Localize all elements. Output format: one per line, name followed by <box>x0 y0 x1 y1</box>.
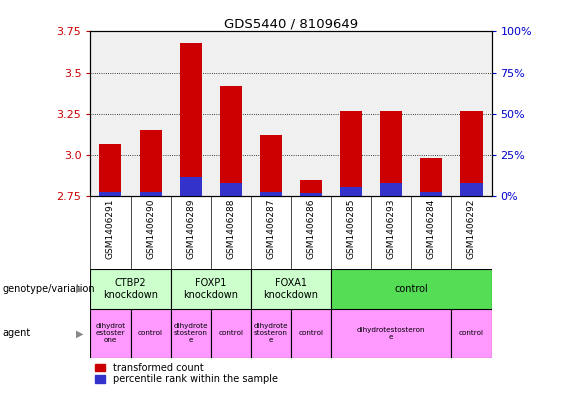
Text: ▶: ▶ <box>76 329 84 338</box>
Text: control: control <box>394 284 428 294</box>
Bar <box>251 309 291 358</box>
Text: agent: agent <box>3 329 31 338</box>
Bar <box>211 309 251 358</box>
Bar <box>451 309 492 358</box>
Bar <box>99 143 121 196</box>
Bar <box>171 269 251 309</box>
Text: GSM1406290: GSM1406290 <box>146 198 155 259</box>
Text: dihydrotestosteron
e: dihydrotestosteron e <box>357 327 425 340</box>
Bar <box>340 111 362 196</box>
Text: GSM1406284: GSM1406284 <box>427 198 436 259</box>
Text: GSM1406289: GSM1406289 <box>186 198 195 259</box>
Bar <box>331 269 492 309</box>
Bar <box>90 309 131 358</box>
Bar <box>140 130 162 196</box>
Text: control: control <box>218 331 244 336</box>
Bar <box>460 111 483 196</box>
Text: FOXP1
knockdown: FOXP1 knockdown <box>183 278 238 299</box>
Bar <box>140 192 162 196</box>
Bar <box>180 43 202 196</box>
Bar <box>251 269 331 309</box>
Bar <box>420 158 442 196</box>
Text: GSM1406288: GSM1406288 <box>227 198 235 259</box>
Text: FOXA1
knockdown: FOXA1 knockdown <box>263 278 319 299</box>
Bar <box>380 183 402 196</box>
Bar <box>300 180 322 196</box>
Bar <box>99 192 121 196</box>
Bar <box>380 111 402 196</box>
Text: genotype/variation: genotype/variation <box>3 284 95 294</box>
Text: GSM1406292: GSM1406292 <box>467 198 476 259</box>
Bar <box>340 187 362 196</box>
Text: ▶: ▶ <box>76 284 84 294</box>
Bar <box>300 193 322 196</box>
Bar <box>460 183 483 196</box>
Text: control: control <box>459 331 484 336</box>
Bar <box>420 192 442 196</box>
Bar <box>260 135 282 196</box>
Bar <box>331 309 451 358</box>
Title: GDS5440 / 8109649: GDS5440 / 8109649 <box>224 17 358 30</box>
Bar <box>131 309 171 358</box>
Text: dihydrote
stosteron
e: dihydrote stosteron e <box>254 323 288 343</box>
Legend: transformed count, percentile rank within the sample: transformed count, percentile rank withi… <box>95 363 278 384</box>
Text: GSM1406291: GSM1406291 <box>106 198 115 259</box>
Text: GSM1406285: GSM1406285 <box>347 198 355 259</box>
Text: CTBP2
knockdown: CTBP2 knockdown <box>103 278 158 299</box>
Bar <box>90 269 171 309</box>
Text: control: control <box>298 331 324 336</box>
Bar <box>180 176 202 196</box>
Bar <box>291 309 331 358</box>
Text: GSM1406286: GSM1406286 <box>307 198 315 259</box>
Bar <box>171 309 211 358</box>
Text: dihydrote
stosteron
e: dihydrote stosteron e <box>173 323 208 343</box>
Bar <box>220 183 242 196</box>
Bar <box>220 86 242 196</box>
Text: GSM1406293: GSM1406293 <box>387 198 396 259</box>
Text: dihydrot
estoster
one: dihydrot estoster one <box>95 323 125 343</box>
Bar <box>260 192 282 196</box>
Text: GSM1406287: GSM1406287 <box>267 198 275 259</box>
Text: control: control <box>138 331 163 336</box>
